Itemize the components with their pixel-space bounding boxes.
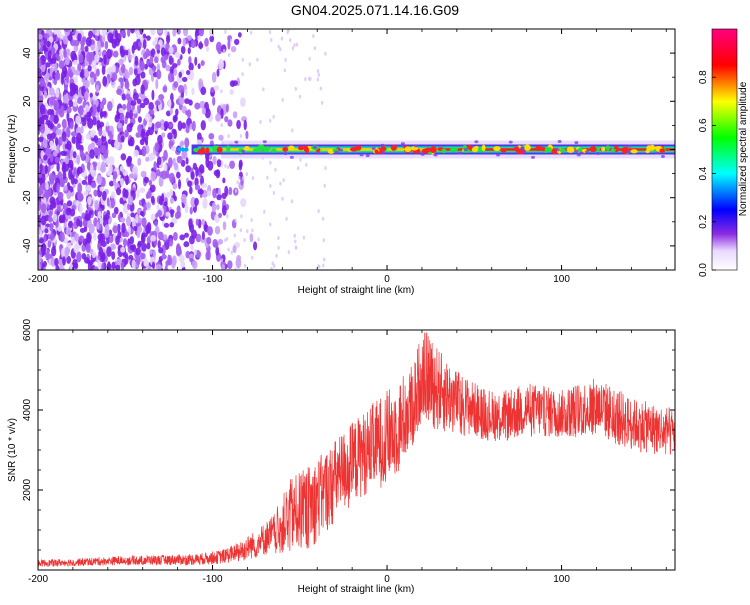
colorbar: 0.0 0.2 0.4 0.6 0.8 Normalized spectral ampl… xyxy=(698,28,749,277)
snr-panel: -200 -100 0 100 2000 4000 6000 Height of strai… xyxy=(7,318,676,595)
colorbar-tick-label: 0.0 xyxy=(698,263,709,277)
x-tick-label: 0 xyxy=(384,574,390,585)
snr-series-line xyxy=(38,332,675,568)
spectrogram-xlabel: Height of straight line (km) xyxy=(298,285,415,296)
x-tick-label: -100 xyxy=(203,274,223,285)
colorbar-tick-label: 0.2 xyxy=(698,214,709,228)
snr-ylabel: SNR (10 * v/v) xyxy=(7,418,18,482)
snr-ticks: -200 -100 0 100 2000 4000 6000 xyxy=(22,318,675,585)
spectrogram-ylabel: Frequency (Hz) xyxy=(7,115,18,184)
colorbar-ticks: 0.0 0.2 0.4 0.6 0.8 xyxy=(698,70,716,277)
page-title: GN04.2025.071.14.16.G09 xyxy=(290,2,460,18)
colorbar-gradient xyxy=(711,28,738,271)
y-tick-label: 20 xyxy=(22,95,33,107)
colorbar-label: Normalized spectral amplitude xyxy=(738,81,749,216)
x-tick-label: 100 xyxy=(553,574,570,585)
x-tick-label: 0 xyxy=(384,274,390,285)
y-tick-label: -20 xyxy=(22,190,33,205)
y-tick-label: 2000 xyxy=(22,478,33,501)
x-tick-label: 100 xyxy=(553,274,570,285)
x-tick-label: -200 xyxy=(28,574,48,585)
colorbar-tick-label: 0.6 xyxy=(698,118,709,132)
noise-blobs xyxy=(38,29,327,270)
x-tick-label: -100 xyxy=(203,574,223,585)
y-tick-label: 0 xyxy=(22,146,33,152)
colorbar-tick-label: 0.4 xyxy=(698,166,709,180)
x-tick-label: -200 xyxy=(28,274,48,285)
signal-band xyxy=(177,140,675,159)
y-tick-label: -40 xyxy=(22,238,33,253)
snr-xlabel: Height of straight line (km) xyxy=(298,584,415,595)
y-tick-label: 4000 xyxy=(22,398,33,421)
colorbar-tick-label: 0.8 xyxy=(698,70,709,84)
y-tick-label: 40 xyxy=(22,47,33,59)
y-tick-label: 6000 xyxy=(22,318,33,341)
